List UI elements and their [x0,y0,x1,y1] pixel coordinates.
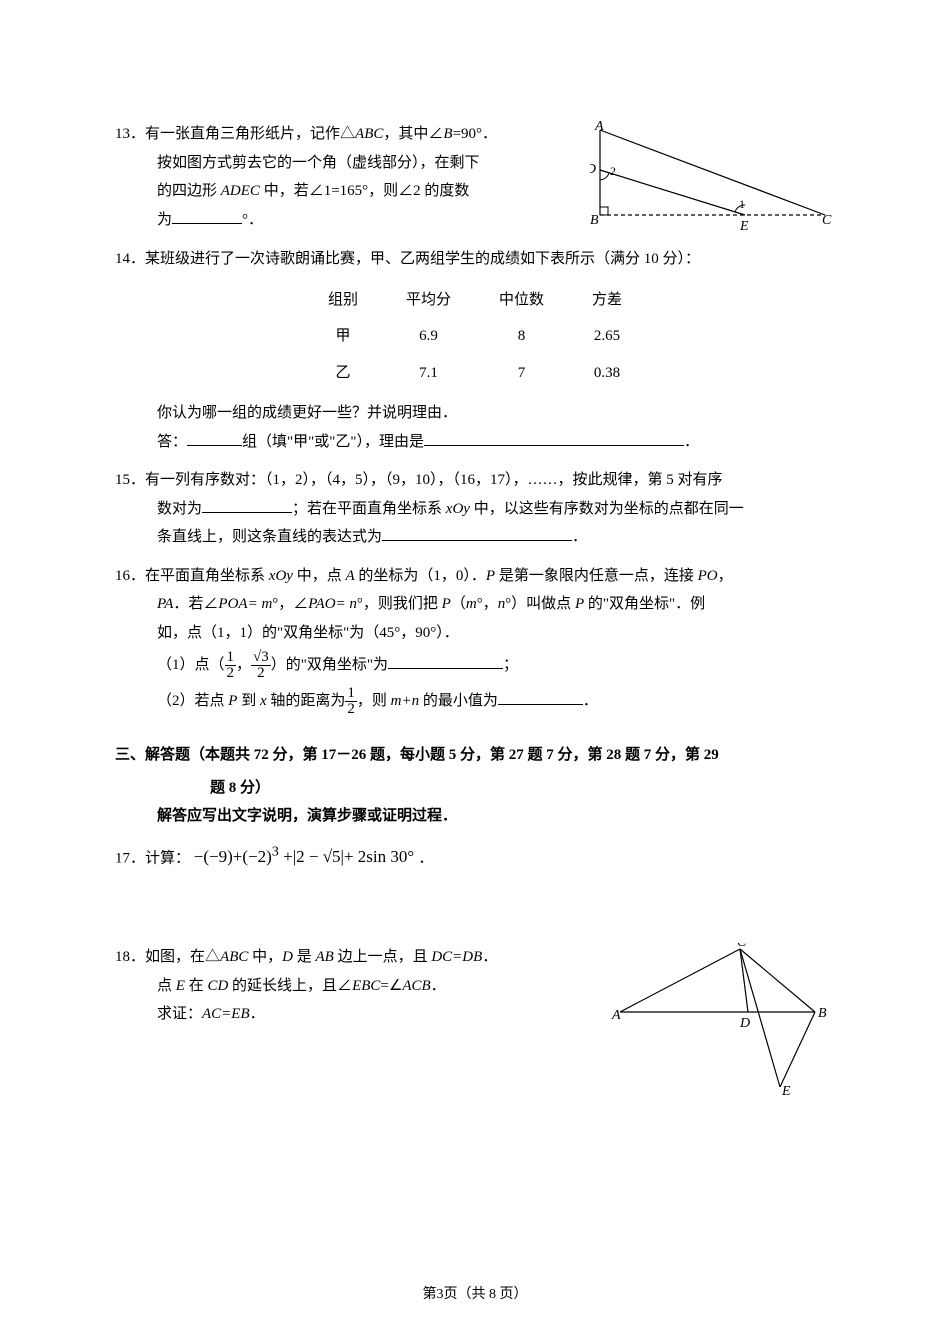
q16-num: 16． [115,568,145,584]
q13-num: 13． [115,126,145,142]
q17-num: 17． [115,850,145,866]
q16-line1: 16．在平面直角坐标系 xOy 中，点 A 的坐标为（1，0）．P 是第一象限内… [115,562,835,591]
svg-text:E: E [739,219,749,234]
question-16: 16．在平面直角坐标系 xOy 中，点 A 的坐标为（1，0）．P 是第一象限内… [115,562,835,720]
svg-text:B: B [818,1006,827,1021]
page: A B C D E 2 1 13．有一张直角三角形纸片，记作△ABC，其中∠B=… [0,0,950,1344]
th: 平均分 [382,282,475,319]
q14-line3: 答：组（填"甲"或"乙"），理由是． [115,428,835,457]
blank-q16a [388,652,503,670]
section3-note: 解答应写出文字说明，演算步骤或证明过程． [115,802,835,831]
table-row: 组别 平均分 中位数 方差 [304,282,646,319]
th: 组别 [304,282,382,319]
question-17: 17．计算： −(−9)+(−2)3 +|2 − √5|+ 2sin 30° ． [115,839,835,874]
svg-text:1: 1 [739,197,745,211]
q14-line1: 14．某班级进行了一次诗歌朗诵比赛，甲、乙两组学生的成绩如下表所示（满分 10 … [115,245,835,274]
fraction: √32 [251,650,271,681]
question-18: A B C D E 18．如图，在△ABC 中，D 是 AB 边上一点，且 DC… [115,943,835,1097]
table-row: 乙 7.1 7 0.38 [304,355,646,392]
table-q14: 组别 平均分 中位数 方差 甲 6.9 8 2.65 乙 7.1 7 0.38 [304,282,646,392]
figure-q13: A B C D E 2 1 [590,120,835,235]
question-15: 15．有一列有序数对：（1，2），（4，5），（9，10），（16，17），……… [115,466,835,552]
table-row: 甲 6.9 8 2.65 [304,318,646,355]
svg-text:B: B [590,213,599,228]
q17-expr: −(−9)+(−2)3 +|2 − √5|+ 2sin 30° [194,847,419,866]
q15-line1: 15．有一列有序数对：（1，2），（4，5），（9，10），（16，17），……… [115,466,835,495]
question-14: 14．某班级进行了一次诗歌朗诵比赛，甲、乙两组学生的成绩如下表所示（满分 10 … [115,245,835,456]
blank-q14b [424,428,684,446]
blank-q13 [172,206,242,224]
svg-text:2: 2 [610,164,616,178]
svg-text:E: E [781,1084,791,1097]
blank-q16b [498,688,583,706]
fraction: 12 [225,650,237,681]
question-13: A B C D E 2 1 13．有一张直角三角形纸片，记作△ABC，其中∠B=… [115,120,835,235]
svg-text:C: C [737,943,747,950]
q18-num: 18． [115,949,145,965]
svg-text:C: C [822,213,832,228]
svg-text:D: D [739,1016,750,1031]
svg-text:A: A [594,120,604,134]
th: 方差 [568,282,646,319]
fraction: 12 [345,686,357,717]
q15-line2: 数对为；若在平面直角坐标系 xOy 中，以这些有序数对为坐标的点都在同一 [115,495,835,524]
figure-q18: A B C D E [610,943,835,1097]
q16-part1: （1）点（12，√32）的"双角坐标"为； [115,647,835,683]
q14-num: 14． [115,251,145,267]
blank-q14a [187,428,242,446]
q15-line3: 条直线上，则这条直线的表达式为． [115,523,835,552]
svg-text:D: D [590,162,596,177]
svg-text:A: A [611,1008,621,1023]
blank-q15b [382,524,572,542]
q15-num: 15． [115,472,145,488]
q16-line2: PA．若∠POA= m°，∠PAO= n°，则我们把 P（m°，n°）叫做点 P… [115,590,835,619]
th: 中位数 [475,282,568,319]
q16-part2: （2）若点 P 到 x 轴的距离为12，则 m+n 的最小值为． [115,683,835,719]
q16-line3: 如，点（1，1）的"双角坐标"为（45°，90°）． [115,619,835,648]
page-footer: 第3页（共 8 页） [0,1282,950,1309]
section3-title2: 题 8 分） [115,774,835,803]
section3-title: 三、解答题（本题共 72 分，第 17－26 题，每小题 5 分，第 27 题 … [115,741,835,770]
q14-line2: 你认为哪一组的成绩更好一些？并说明理由． [115,399,835,428]
blank-q15a [202,495,292,513]
